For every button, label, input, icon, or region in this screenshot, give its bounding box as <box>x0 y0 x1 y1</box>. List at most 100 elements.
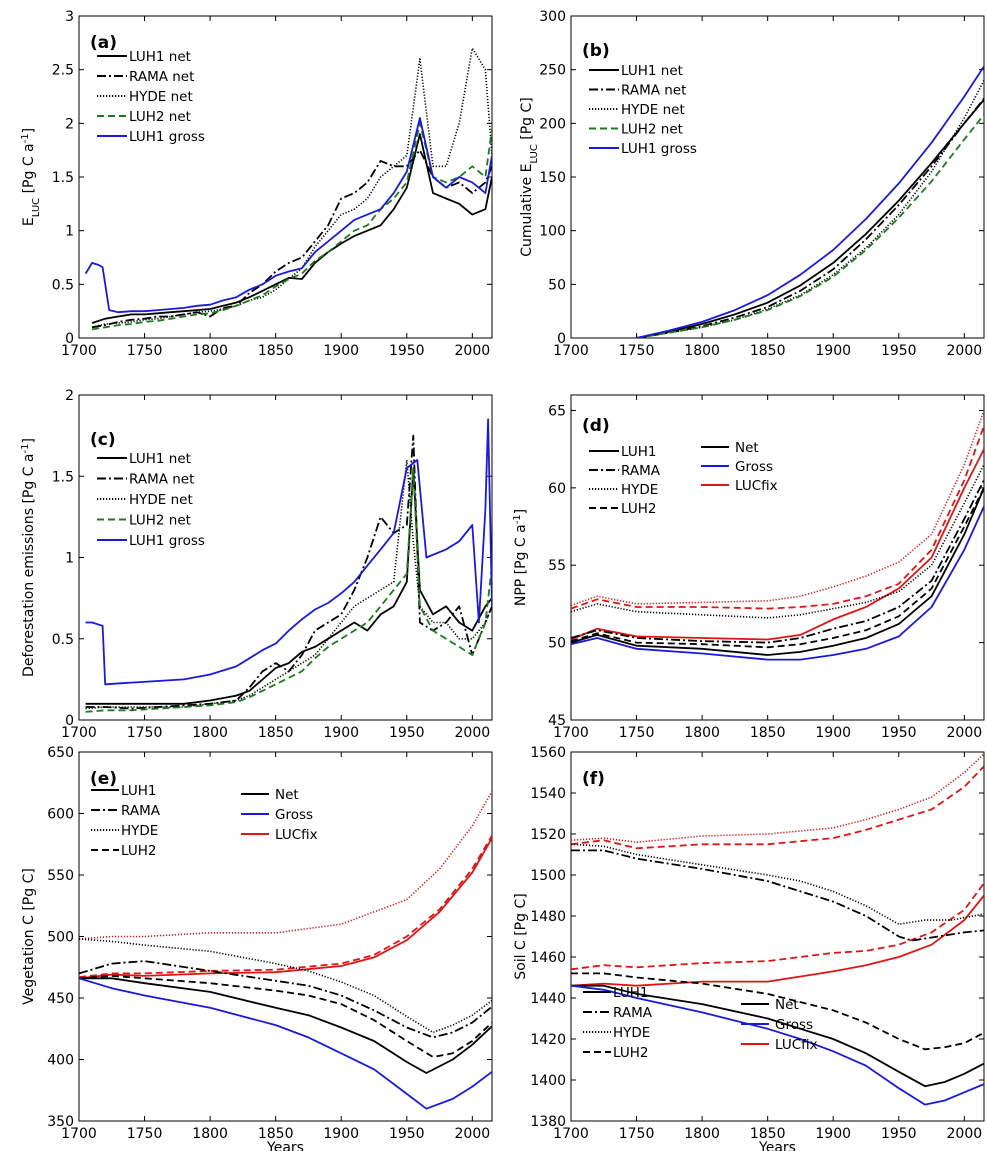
series-group <box>571 753 984 1106</box>
legend-label: LUH1 gross <box>621 141 697 157</box>
x-tick-label: 1700 <box>553 343 589 359</box>
y-tick-label: 600 <box>47 807 74 823</box>
legend-label: RAMA net <box>129 69 194 85</box>
x-tick-label: 1900 <box>323 725 359 741</box>
y-tick-label: 1460 <box>530 950 566 966</box>
panel-label: (d) <box>582 416 610 436</box>
x-tick-label: 1900 <box>323 1126 359 1142</box>
x-tick-label: 1950 <box>881 343 917 359</box>
y-tick-label: 50 <box>548 636 566 652</box>
series-line-4 <box>571 843 984 925</box>
legend-label: LUH1 net <box>129 451 191 467</box>
legend-label: HYDE <box>121 823 158 839</box>
y-tick-label: 1520 <box>530 827 566 843</box>
x-tick-label: 1800 <box>192 1126 228 1142</box>
legend-label: HYDE net <box>129 492 193 508</box>
y-tick-label: 60 <box>548 481 566 497</box>
x-tick-label: 1950 <box>881 725 917 741</box>
x-tick-label: 1700 <box>553 725 589 741</box>
legend-label: LUH1 <box>621 444 656 460</box>
legend-label: LUH2 <box>621 501 656 517</box>
legend-label: LUH2 net <box>621 122 683 138</box>
y-tick-label: 0.5 <box>52 632 74 648</box>
series-line-3 <box>571 464 984 619</box>
x-tick-label: 2000 <box>455 1126 491 1142</box>
x-tick-label: 2000 <box>455 343 491 359</box>
x-tick-label: 1850 <box>750 1126 786 1142</box>
axes-box <box>570 394 985 721</box>
y-tick-label: 650 <box>47 745 74 761</box>
x-tick-label: 2000 <box>947 343 983 359</box>
x-tick-label: 2000 <box>947 725 983 741</box>
axes-box <box>78 394 493 721</box>
y-tick-label: 1 <box>65 224 74 240</box>
series-group <box>84 47 492 331</box>
series-line-3 <box>571 894 984 987</box>
series-line-5 <box>571 487 984 649</box>
y-tick-label: 1500 <box>530 868 566 884</box>
legend-label: Net <box>775 997 799 1013</box>
legend-label: LUH2 <box>121 843 156 859</box>
panel-label: (c) <box>90 430 116 450</box>
x-tick-label: 1850 <box>750 343 786 359</box>
y-tick-label: 1400 <box>530 1073 566 1089</box>
x-tick-label: 1850 <box>258 1126 294 1142</box>
y-tick-label: 2 <box>65 116 74 132</box>
y-tick-label: 65 <box>548 403 566 419</box>
legend-label: LUCfix <box>775 1037 818 1053</box>
y-tick-label: 50 <box>548 277 566 293</box>
x-axis-label: Years <box>266 1140 304 1151</box>
x-tick-label: 1750 <box>127 343 163 359</box>
series-line-3 <box>79 938 492 1034</box>
legend-label: LUH1 gross <box>129 129 205 145</box>
legend-label: LUH2 net <box>129 513 191 529</box>
x-tick-label: 1950 <box>881 1126 917 1142</box>
y-tick-label: 1380 <box>530 1114 566 1130</box>
legend-label: LUH2 net <box>129 109 191 125</box>
legend-label: Gross <box>775 1017 813 1033</box>
x-axis-label: Years <box>758 1140 796 1151</box>
legend-label: RAMA <box>121 803 161 819</box>
legend-label: LUH1 net <box>129 49 191 65</box>
y-axis-label: Deforestation emissions [Pg C a-1] <box>20 438 38 677</box>
legend-label: LUH1 gross <box>129 533 205 549</box>
y-tick-label: 1440 <box>530 991 566 1007</box>
series-line-2 <box>571 882 984 971</box>
panel-e: 1700 1750 1800 1850 1900 1950 2000 350 400 450 500… <box>21 745 493 1151</box>
legend-label: Net <box>735 440 759 456</box>
x-tick-label: 1950 <box>389 725 425 741</box>
x-tick-label: 1800 <box>684 1126 720 1142</box>
y-tick-label: 250 <box>539 63 566 79</box>
y-tick-label: 1480 <box>530 909 566 925</box>
y-axis-label: NPP [Pg C a-1] <box>512 509 530 606</box>
y-tick-label: 450 <box>47 991 74 1007</box>
y-tick-label: 0.5 <box>52 277 74 293</box>
panel-a: 1700 1750 1800 1850 1900 1950 2000 0 0.5 1 1.5 2 2.5… <box>20 9 493 359</box>
panel-label: (a) <box>90 33 117 53</box>
series-line-luh2-net <box>85 467 492 713</box>
panel-label: (e) <box>90 769 117 789</box>
panel-label: (f) <box>582 769 605 789</box>
series-line-rama-net <box>91 149 492 329</box>
legend-label: RAMA net <box>621 83 686 99</box>
x-tick-label: 1750 <box>127 725 163 741</box>
y-tick-label: 400 <box>47 1053 74 1069</box>
series-line-0 <box>571 410 984 607</box>
x-tick-label: 1700 <box>553 1126 589 1142</box>
x-tick-label: 1750 <box>127 1126 163 1142</box>
legend-label: RAMA net <box>129 472 194 488</box>
x-tick-label: 1700 <box>61 343 97 359</box>
y-axis-label: Cumulative ELUC [Pg C] <box>519 97 540 257</box>
legend-label: Gross <box>735 459 773 475</box>
series-line-luh1-gross <box>85 418 492 686</box>
legend-label: LUCfix <box>735 478 778 494</box>
y-axis-label: Vegetation C [Pg C] <box>21 868 37 1005</box>
series-line-0 <box>79 791 492 940</box>
panel-b: 1700 1750 1800 1850 1900 1950 2000 0 50 100 150 200… <box>519 9 985 359</box>
series-line-6 <box>571 487 984 656</box>
x-tick-label: 1950 <box>389 1126 425 1142</box>
series-line-4 <box>79 960 492 1039</box>
series-line-rama-net <box>636 98 984 338</box>
series-line-2 <box>571 448 984 641</box>
